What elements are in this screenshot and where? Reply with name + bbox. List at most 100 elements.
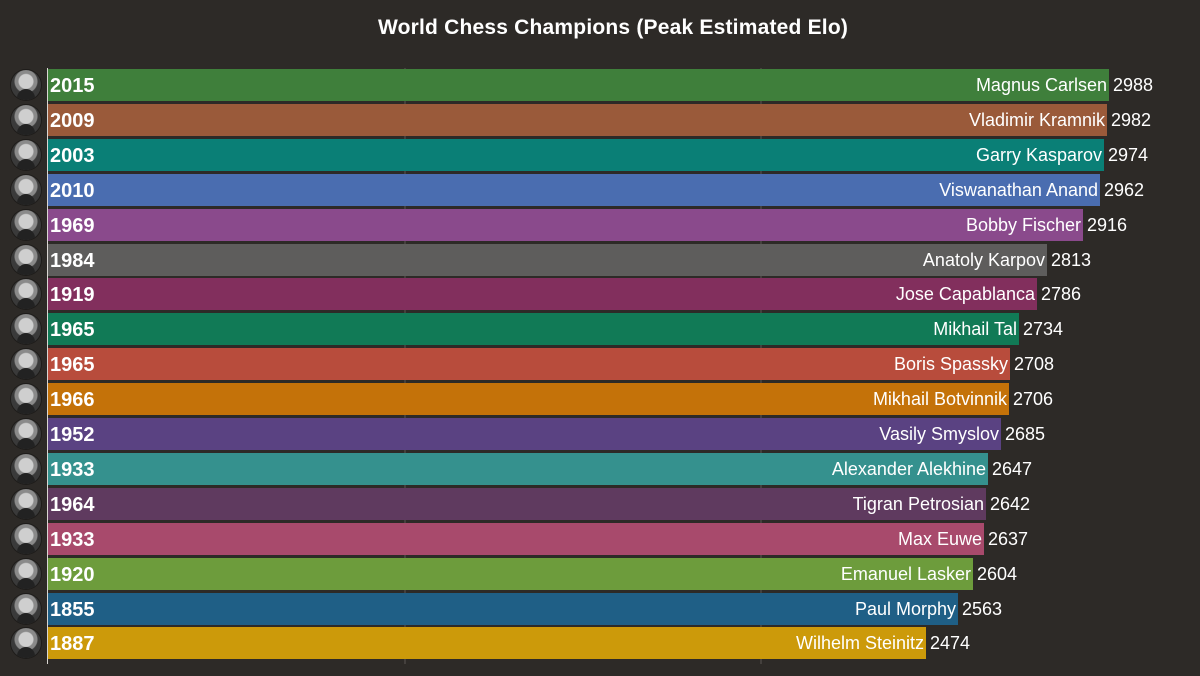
bar-year-label: 1933 bbox=[50, 528, 95, 551]
bar-year-label: 1933 bbox=[50, 458, 95, 481]
bar-year-label: 1969 bbox=[50, 214, 95, 237]
bar-value-label: 2604 bbox=[977, 563, 1018, 584]
bar-row: 2003 Garry Kasparov 2974 bbox=[0, 138, 1200, 171]
bar-year-label: 2010 bbox=[50, 179, 95, 202]
bar-year-label: 1920 bbox=[50, 563, 95, 586]
bar-value-label: 2982 bbox=[1111, 109, 1152, 130]
bar-year-label: 2003 bbox=[50, 144, 95, 167]
bar bbox=[48, 452, 988, 485]
bar bbox=[48, 69, 1109, 101]
bar bbox=[48, 592, 958, 625]
portrait-icon bbox=[11, 523, 41, 554]
bar-value-label: 2916 bbox=[1087, 214, 1128, 235]
bar-row: 1920 Emanuel Lasker 2604 bbox=[0, 557, 1200, 590]
bar-year-label: 1952 bbox=[50, 424, 95, 446]
portrait-icon bbox=[11, 70, 41, 100]
bar-value-label: 2786 bbox=[1041, 284, 1082, 305]
portrait-icon bbox=[11, 453, 41, 484]
bar-name-label: Max Euwe bbox=[897, 528, 982, 549]
bar-value-label: 2988 bbox=[1113, 75, 1154, 95]
bar-row: 1966 Mikhail Botvinnik 2706 bbox=[0, 383, 1200, 416]
bar-value-label: 2647 bbox=[992, 458, 1033, 479]
bar-year-label: 1964 bbox=[50, 493, 95, 516]
bar-name-label: Bobby Fischer bbox=[965, 214, 1081, 235]
bar-year-label: 2015 bbox=[50, 75, 95, 97]
bar-year-label: 1984 bbox=[50, 249, 95, 272]
bar-row: 1984 Anatoly Karpov 2813 bbox=[0, 243, 1200, 276]
bar bbox=[48, 383, 1009, 416]
bar-value-label: 2974 bbox=[1108, 144, 1149, 165]
bar-year-label: 1887 bbox=[50, 633, 95, 656]
bar-value-label: 2685 bbox=[1005, 424, 1046, 444]
bar-year-label: 1855 bbox=[50, 598, 95, 621]
bar-row: 2015 Magnus Carlsen 2988 bbox=[0, 69, 1200, 101]
bar bbox=[48, 418, 1001, 450]
portrait-icon bbox=[11, 104, 41, 135]
bar-value-label: 2708 bbox=[1014, 354, 1055, 375]
portrait-icon bbox=[11, 244, 41, 275]
bar-name-label: Magnus Carlsen bbox=[975, 75, 1107, 95]
bar-name-label: Mikhail Botvinnik bbox=[872, 389, 1007, 410]
bar-name-label: Viswanathan Anand bbox=[939, 179, 1098, 200]
bar bbox=[48, 557, 973, 590]
bar bbox=[48, 627, 926, 660]
bar bbox=[48, 103, 1107, 136]
bar bbox=[48, 278, 1037, 311]
bar-value-label: 2706 bbox=[1013, 389, 1054, 410]
bar-value-label: 2962 bbox=[1104, 179, 1145, 200]
bar bbox=[48, 208, 1083, 241]
bar bbox=[48, 243, 1047, 276]
bar-year-label: 1965 bbox=[50, 354, 95, 377]
portrait-icon bbox=[11, 488, 41, 519]
bar-name-label: Vladimir Kramnik bbox=[968, 109, 1105, 130]
bar-row: 2009 Vladimir Kramnik 2982 bbox=[0, 103, 1200, 136]
bar-value-label: 2813 bbox=[1051, 249, 1092, 270]
bar bbox=[48, 173, 1100, 206]
bar-row: 1965 Mikhail Tal 2734 bbox=[0, 313, 1200, 346]
bar bbox=[48, 487, 986, 520]
portrait-icon bbox=[11, 209, 41, 240]
bar-name-label: Emanuel Lasker bbox=[840, 563, 971, 584]
bar-name-label: Tigran Petrosian bbox=[852, 493, 984, 514]
bar-row: 1933 Max Euwe 2637 bbox=[0, 522, 1200, 555]
bar-name-label: Vasily Smyslov bbox=[879, 424, 999, 444]
bar-row: 1887 Wilhelm Steinitz 2474 bbox=[0, 627, 1200, 660]
chart-title: World Chess Champions (Peak Estimated El… bbox=[377, 16, 849, 39]
bar bbox=[48, 348, 1010, 381]
bar-row: 1969 Bobby Fischer 2916 bbox=[0, 208, 1200, 241]
bar-year-label: 1966 bbox=[50, 389, 95, 412]
bar-row: 1964 Tigran Petrosian 2642 bbox=[0, 487, 1200, 520]
y-axis-line bbox=[47, 68, 48, 664]
bar bbox=[48, 522, 984, 555]
bar bbox=[48, 138, 1104, 171]
bar-row: 2010 Viswanathan Anand 2962 bbox=[0, 173, 1200, 206]
bar-year-label: 1965 bbox=[50, 319, 95, 342]
bar-name-label: Alexander Alekhine bbox=[831, 458, 986, 479]
bar-name-label: Jose Capablanca bbox=[895, 284, 1035, 305]
bar-row: 1933 Alexander Alekhine 2647 bbox=[0, 452, 1200, 485]
portrait-icon bbox=[11, 349, 41, 380]
portrait-icon bbox=[11, 419, 41, 449]
bar-year-label: 1919 bbox=[50, 284, 95, 307]
bar-value-label: 2642 bbox=[990, 493, 1031, 514]
bar bbox=[48, 313, 1019, 346]
portrait-icon bbox=[11, 314, 41, 345]
bar-row: 1965 Boris Spassky 2708 bbox=[0, 348, 1200, 381]
bar-name-label: Wilhelm Steinitz bbox=[795, 633, 924, 654]
portrait-icon bbox=[11, 139, 41, 170]
portrait-icon bbox=[11, 593, 41, 624]
portrait-icon bbox=[11, 279, 41, 310]
bar-name-label: Anatoly Karpov bbox=[922, 249, 1045, 270]
bar-value-label: 2734 bbox=[1023, 319, 1064, 340]
bar-name-label: Paul Morphy bbox=[854, 598, 956, 619]
bar-row: 1952 Vasily Smyslov 2685 bbox=[0, 418, 1200, 450]
bar-row: 1855 Paul Morphy 2563 bbox=[0, 592, 1200, 625]
bar-name-label: Boris Spassky bbox=[893, 354, 1008, 375]
portrait-icon bbox=[11, 558, 41, 589]
portrait-icon bbox=[11, 384, 41, 415]
portrait-icon bbox=[11, 628, 41, 659]
bar-value-label: 2474 bbox=[930, 633, 971, 654]
bar-name-label: Garry Kasparov bbox=[975, 144, 1102, 165]
bar-row: 1919 Jose Capablanca 2786 bbox=[0, 278, 1200, 311]
